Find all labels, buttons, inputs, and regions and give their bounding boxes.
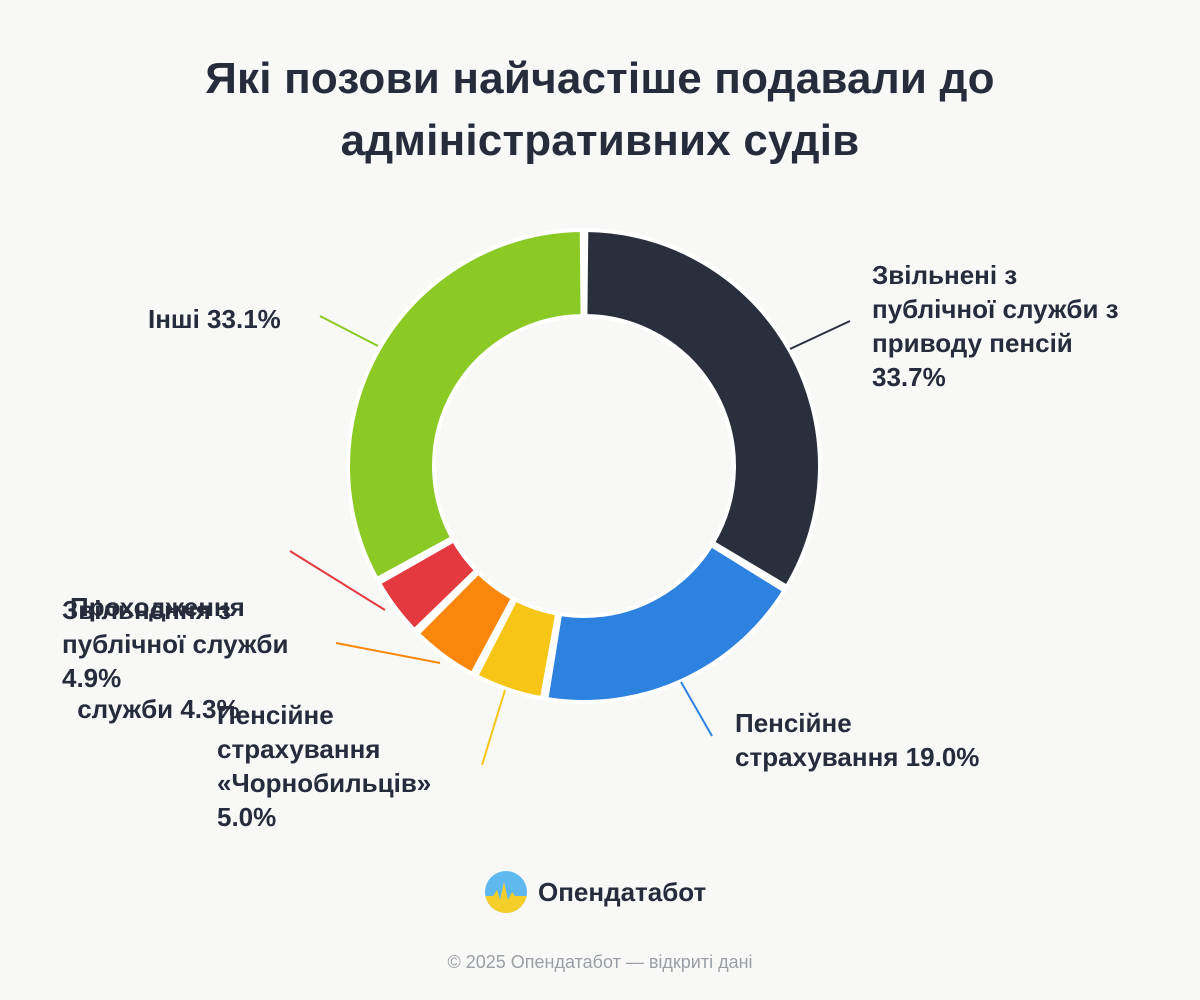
slice-label-line: Проходження <box>70 592 245 622</box>
slice-label-line: 33.7% <box>872 362 946 392</box>
leader-line <box>319 315 379 347</box>
slice-label-pension-insurance: Пенсійне страхування 19.0% <box>735 706 979 774</box>
leader-line <box>481 689 506 766</box>
slice-label-line: страхування 19.0% <box>735 742 980 772</box>
slice-label-dismissed-pension: Звільнені з публічної служби з приводу п… <box>872 258 1119 394</box>
slice-label-line: приводу пенсій <box>872 328 1073 358</box>
slice-label-line: 4.9% <box>62 663 122 693</box>
slice-label-line: служби 4.3% <box>70 694 240 724</box>
donut-slice <box>346 228 585 582</box>
slice-label-line: страхування <box>217 734 381 764</box>
brand: Опендатабот <box>484 870 706 914</box>
slice-label-line: публічної служби з <box>872 294 1119 324</box>
slice-label-line: Пенсійне <box>735 708 852 738</box>
chart-title-line-1: Які позови найчастіше подавали до <box>205 54 995 103</box>
leader-line <box>680 681 713 737</box>
chart-title: Які позови найчастіше подавали до адміні… <box>0 48 1200 172</box>
slice-label-line: Інші 33.1% <box>148 304 281 334</box>
slice-label-line: Звільнення з <box>62 595 231 625</box>
slice-label-line: Пенсійне <box>217 700 334 730</box>
donut-slice <box>415 570 515 676</box>
footer-copyright: © 2025 Опендатабот — відкриті дані <box>447 952 753 972</box>
donut-slice <box>377 538 479 633</box>
slice-label-chornobyl-pension: Пенсійне страхування «Чорнобильців» 5.0% <box>217 698 431 834</box>
donut-slice <box>474 597 560 701</box>
leader-line <box>289 550 386 611</box>
slice-label-line: публічної служби <box>62 629 289 659</box>
opendatabot-logo-icon <box>485 871 527 913</box>
slice-label-line: Звільнені з <box>872 260 1018 290</box>
slice-label-line: «Чорнобильців» <box>217 768 432 798</box>
slice-label-dismissal-public-service: Звільнення з публічної служби 4.9% <box>62 593 288 695</box>
slice-label-service: Проходження служби 4.3% <box>70 522 245 760</box>
chart-title-line-2: адміністративних судів <box>340 116 860 165</box>
slice-label-line: 5.0% <box>217 802 277 832</box>
slice-label-other: Інші 33.1% <box>148 302 281 336</box>
brand-name: Опендатабот <box>538 876 707 907</box>
donut-slice <box>583 228 822 589</box>
leader-line <box>335 642 441 664</box>
leader-line <box>789 320 851 350</box>
donut-slice <box>544 543 787 704</box>
